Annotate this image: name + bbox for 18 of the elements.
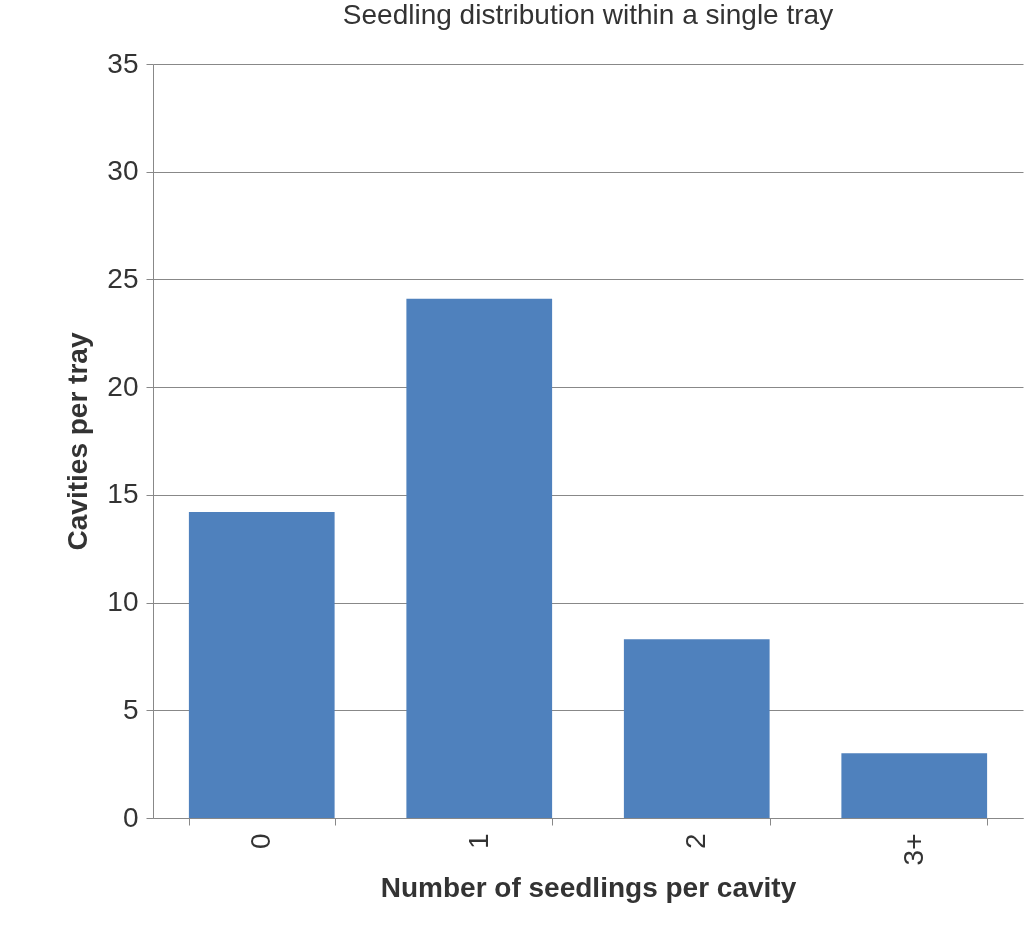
y-tick-label: 20 (107, 370, 139, 402)
bar (841, 753, 988, 818)
y-axis-title: Cavities per tray (62, 332, 94, 551)
y-tick-label: 35 (107, 47, 139, 79)
y-tick-label: 25 (107, 262, 139, 294)
y-tick-label: 5 (122, 693, 139, 725)
x-tick-label: 0 (245, 833, 277, 850)
bar (406, 298, 553, 818)
y-tick-label: 10 (107, 586, 139, 618)
bar (188, 512, 335, 818)
y-tick-label: 15 (107, 478, 139, 510)
bar (623, 639, 770, 818)
x-tick-label: 1 (462, 833, 494, 850)
x-axis-title: Number of seedlings per cavity (380, 872, 797, 904)
y-tick-label: 30 (107, 155, 139, 187)
x-tick-label: 3+ (897, 833, 929, 866)
x-tick-label: 2 (680, 833, 712, 850)
chart-title: Seedling distribution within a single tray (342, 0, 834, 30)
